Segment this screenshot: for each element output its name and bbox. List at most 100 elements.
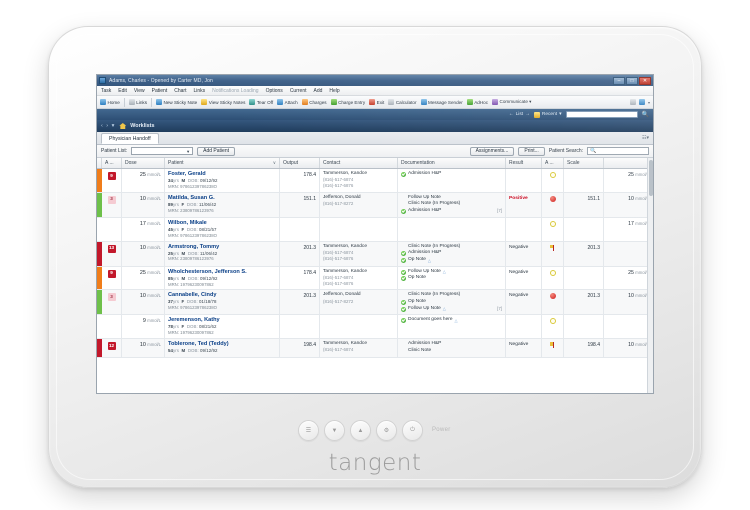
grid-icon[interactable]	[629, 99, 636, 105]
table-row[interactable]: 3 10 mmol/L Matilda, Susan G. 89yrs F DOB: …	[97, 192, 653, 218]
patient-name[interactable]: Matilda, Susan G.	[168, 194, 215, 201]
documentation-item[interactable]: Document goes here △	[401, 317, 502, 324]
menu-item-help[interactable]: Help	[329, 87, 340, 94]
documentation-item[interactable]: Op Note	[401, 275, 502, 282]
patient-cell[interactable]: Foster, Gerald 34yrs M DOB: 09/12/92 MRN: …	[165, 169, 280, 192]
documentation-item[interactable]: Follow Up Note △	[401, 269, 502, 276]
search-icon[interactable]: 🔍	[641, 112, 649, 118]
grid-column-header-last[interactable]	[604, 158, 653, 168]
print-button[interactable]: Print...	[518, 146, 545, 156]
documentation-item[interactable]: Admission H&P	[401, 171, 502, 178]
menu-item-patient[interactable]: Patient	[151, 87, 168, 94]
tab-physician-handoff[interactable]: Physician Handoff	[101, 133, 159, 144]
menu-item-view[interactable]: View	[133, 87, 145, 94]
toolbar-button-attach[interactable]: Attach	[277, 99, 298, 105]
patient-list-select[interactable]: ▼	[131, 147, 194, 155]
toolbar-button-calculator[interactable]: Calculator	[388, 99, 417, 105]
documentation-item[interactable]: Admission H&P	[401, 250, 502, 257]
toolbar-button-communicate[interactable]: Communicate ▾	[492, 99, 531, 105]
home-icon[interactable]	[119, 123, 127, 129]
sort-indicator-icon[interactable]: ∨	[272, 160, 276, 165]
help-icon[interactable]	[638, 99, 645, 105]
toolbar-button-links[interactable]: Links	[128, 99, 147, 105]
grid-column-header-scale[interactable]: Scale	[564, 158, 604, 168]
grid-view-icon[interactable]: ☷▾	[642, 135, 649, 141]
grid-column-header-result[interactable]: Result	[506, 158, 542, 168]
maximize-button[interactable]: □	[626, 76, 638, 85]
patient-cell[interactable]: Cannabelle, Cindy 37yrs F DOB: 01/18/78 MR…	[165, 290, 280, 315]
toolbar-button-charges[interactable]: Charges	[301, 99, 327, 105]
power-button[interactable]: ⏻	[402, 420, 423, 441]
patient-name[interactable]: Jeremenson, Kathy	[168, 317, 220, 324]
menu-item-add[interactable]: Add	[313, 87, 323, 94]
documentation-item[interactable]: Clinic Note (In Progress)	[401, 201, 502, 208]
toolbar-button-charge-entry[interactable]: Charge Entry	[330, 99, 365, 105]
toolbar-button-tear-off[interactable]: Tear Off	[249, 99, 273, 105]
breadcrumb-nav-arrows[interactable]: ‹ › ▾	[101, 123, 116, 129]
patient-cell[interactable]: Jeremenson, Kathy 78yrs F DOB: 08/21/62 MR…	[165, 315, 280, 339]
documentation-item[interactable]: Op Note △	[401, 257, 502, 264]
grid-column-header-acuity[interactable]: A ...	[102, 158, 122, 168]
patient-cell[interactable]: Wholchesterson, Jefferson S. 85yrs M DOB:…	[165, 266, 280, 290]
toolbar-button-adhoc[interactable]: AdHoc	[466, 99, 488, 105]
table-row[interactable]: 9 mmol/L Jeremenson, Kathy 78yrs F DOB: 08…	[97, 315, 653, 340]
toolbar-button-message-sender[interactable]: Message Sender	[420, 99, 463, 105]
grid-column-header-dose[interactable]: Dose	[122, 158, 165, 168]
add-patient-button[interactable]: Add Patient	[197, 146, 235, 156]
close-button[interactable]: ✕	[639, 76, 651, 85]
menu-item-options[interactable]: Options	[265, 87, 283, 94]
documentation-item[interactable]: Follow Up Note △ [7]	[401, 306, 502, 313]
volume-down-button[interactable]: ▼	[324, 420, 345, 441]
patient-demographics: 25yrs M DOB: 11/06/42	[168, 250, 218, 256]
patient-name[interactable]: Wholchesterson, Jefferson S.	[168, 268, 247, 275]
patient-name[interactable]: Armstrong, Tommy	[168, 243, 220, 250]
documentation-item[interactable]: Follow Up Note	[401, 195, 502, 202]
toolbar-button-view-sticky-notes[interactable]: View Sticky Notes	[201, 99, 245, 105]
patient-name[interactable]: Foster, Gerald	[168, 171, 206, 177]
global-search-input[interactable]	[565, 111, 638, 118]
patient-cell[interactable]: Matilda, Susan G. 89yrs F DOB: 11/06/42 MR…	[165, 192, 280, 217]
menu-button[interactable]: ☰	[298, 420, 319, 441]
toolbar-button-exit[interactable]: Exit	[369, 99, 384, 105]
menu-item-links[interactable]: Links	[193, 87, 206, 94]
table-row[interactable]: 3 10 mmol/L Cannabelle, Cindy 37yrs F DOB: …	[97, 290, 653, 316]
documentation-item[interactable]: Admission H&P [7]	[401, 208, 502, 215]
toolbar-button-home[interactable]: Home	[100, 99, 120, 105]
table-row[interactable]: 9 25 mmol/L Foster, Gerald 34yrs M DOB: 09/…	[97, 169, 653, 193]
grid-column-header-patient[interactable]: Patient ∨	[165, 158, 280, 168]
grid-column-header-documentation[interactable]: Documentation	[398, 158, 506, 168]
grid-column-header-output[interactable]: Output	[280, 158, 320, 168]
patient-cell[interactable]: Wilbon, Mikale 45yrs F DOB: 08/21/57 MRN: …	[165, 217, 280, 241]
table-row[interactable]: 9 25 mmol/L Wholchesterson, Jefferson S. 85…	[97, 266, 653, 291]
toolbar-button-new-sticky-note[interactable]: New Sticky Note	[156, 99, 197, 105]
patient-cell[interactable]: Toblerone, Ted (Teddy) 54yrs M DOB: 09/12…	[165, 339, 280, 357]
grid-column-header-a2[interactable]: A ...	[542, 158, 564, 168]
table-row[interactable]: 17 mmol/L Wilbon, Mikale 45yrs F DOB: 08/2…	[97, 217, 653, 242]
documentation-item[interactable]: Clinic Note	[401, 348, 502, 355]
table-row[interactable]: 13 10 mmol/L Armstrong, Tommy 25yrs M DOB: …	[97, 241, 653, 267]
menu-item-edit[interactable]: Edit	[118, 87, 127, 94]
recent-nav-control[interactable]: Recent ▾	[533, 111, 562, 118]
grid-column-header-contact[interactable]: Contact	[320, 158, 398, 168]
chevron-icon[interactable]: ▾	[647, 99, 650, 105]
documentation-item[interactable]: Op Note	[401, 299, 502, 306]
patient-name[interactable]: Cannabelle, Cindy	[168, 292, 217, 299]
grid-scrollbar[interactable]	[647, 158, 653, 393]
documentation-item[interactable]: Clinic Note (In Progress)	[401, 292, 502, 299]
settings-button[interactable]: ⚙	[376, 420, 397, 441]
minimize-button[interactable]: –	[613, 76, 625, 85]
assignments-button[interactable]: Assignments...	[469, 146, 515, 156]
documentation-item[interactable]: Admission H&P	[401, 341, 502, 348]
volume-up-button[interactable]: ▲	[350, 420, 371, 441]
patient-name[interactable]: Toblerone, Ted (Teddy)	[168, 341, 229, 348]
menu-item-task[interactable]: Task	[101, 87, 112, 94]
documentation-item[interactable]: Clinic Note (In Progress)	[401, 244, 502, 251]
grid-scrollbar-thumb[interactable]	[649, 160, 653, 196]
menu-item-chart[interactable]: Chart	[174, 87, 187, 94]
patient-name[interactable]: Wilbon, Mikale	[168, 219, 207, 226]
patient-cell[interactable]: Armstrong, Tommy 25yrs M DOB: 11/06/42 MRN…	[165, 241, 280, 266]
patient-search-input[interactable]: 🔍	[587, 147, 649, 155]
table-row[interactable]: 12 10 mmol/L Toblerone, Ted (Teddy) 54yrs M…	[97, 339, 653, 358]
menu-item-current[interactable]: Current	[289, 87, 307, 94]
list-nav-control[interactable]: ← List →	[509, 112, 530, 117]
